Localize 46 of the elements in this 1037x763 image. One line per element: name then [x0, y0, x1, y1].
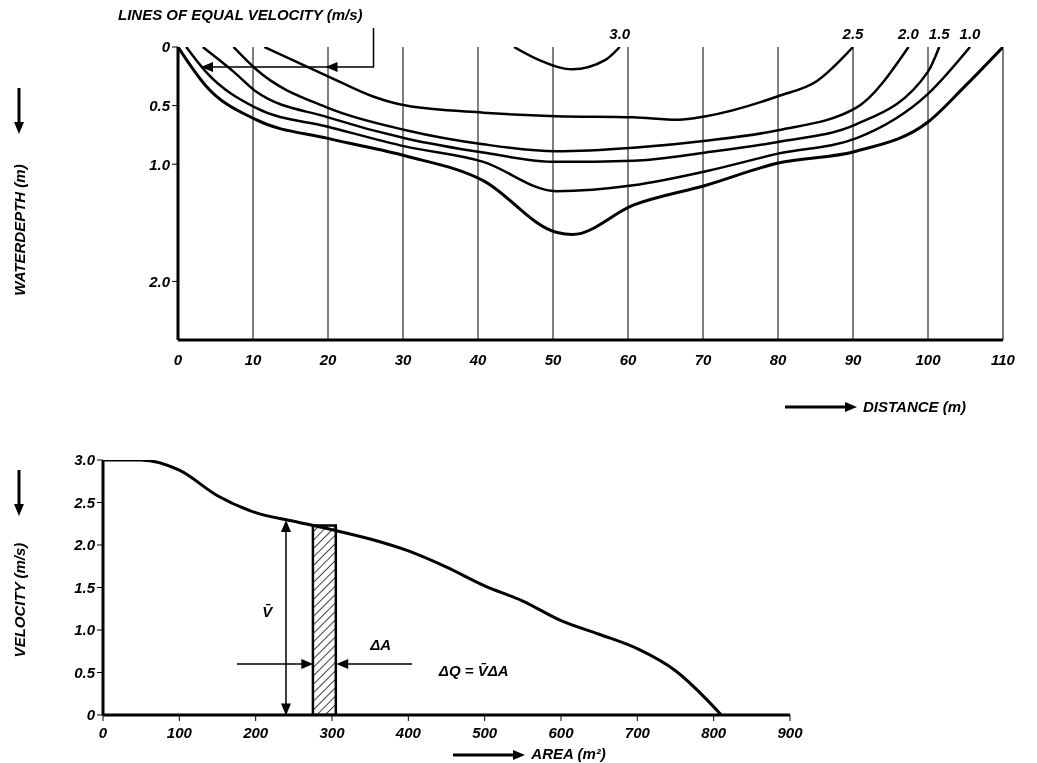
y-tick-label: 0.5 [74, 663, 96, 681]
x-axis-title: DISTANCE (m) [863, 398, 967, 415]
x-tick-label: 50 [544, 350, 562, 368]
y-tick-label: 0.5 [149, 96, 171, 114]
x-tick-label: 40 [468, 350, 487, 368]
annotation: ΔA [370, 636, 392, 654]
y-tick-label: 3.0 [74, 451, 96, 469]
annotation: LINES OF EQUAL VELOCITY (m/s) [118, 6, 363, 23]
annotation: ΔQ = V̄ΔA [438, 661, 509, 679]
x-tick-label: 80 [769, 350, 787, 368]
x-tick-label: 300 [319, 723, 346, 741]
x-tick-label: 800 [701, 723, 727, 741]
x-axis-title: AREA (m²) [531, 745, 606, 762]
y-tick-label: 1.0 [74, 621, 96, 639]
x-tick-label: 20 [318, 350, 337, 368]
x-tick-label: 60 [619, 350, 637, 368]
x-tick-label: 90 [844, 350, 862, 368]
x-tick-label: 110 [991, 350, 1016, 368]
y-tick-label: 1.5 [74, 578, 96, 596]
x-tick-label: 100 [915, 350, 942, 368]
annotation: V̄ [262, 603, 273, 620]
x-tick-label: 10 [244, 350, 262, 368]
series-label: 3.0 [609, 25, 631, 42]
x-tick-label: 400 [394, 723, 422, 741]
y-axis-title: WATERDEPTH (m) [10, 164, 28, 296]
x-tick-label: 700 [624, 723, 651, 741]
x-tick-label: 0 [173, 350, 183, 368]
series-label: 2.5 [841, 25, 865, 42]
y-tick-label: 2.0 [73, 536, 96, 554]
x-tick-label: 30 [394, 350, 412, 368]
series-label: 1.5 [928, 25, 951, 42]
y-tick-label: 2.5 [73, 493, 96, 511]
y-tick-label: 0 [86, 706, 96, 724]
series-label: 1.0 [959, 25, 982, 42]
x-tick-label: 500 [472, 723, 498, 741]
y-tick-label: 0 [161, 38, 171, 56]
y-axis-title: VELOCITY (m/s) [10, 542, 28, 658]
x-tick-label: 600 [548, 723, 575, 741]
x-tick-label: 900 [777, 723, 804, 741]
x-tick-label: 200 [242, 723, 269, 741]
y-tick-label: 2.0 [148, 272, 171, 290]
series-label: 2.0 [897, 25, 920, 42]
x-tick-label: 70 [694, 350, 712, 368]
y-tick-label: 1.0 [149, 155, 171, 173]
x-tick-label: 100 [166, 723, 193, 741]
x-tick-label: 0 [98, 723, 108, 741]
